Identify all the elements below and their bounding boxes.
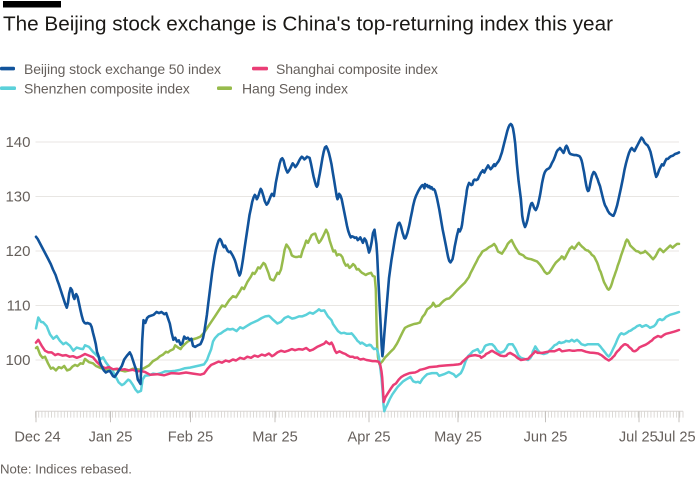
svg-text:Feb 25: Feb 25	[168, 430, 213, 446]
svg-text:Dec 24: Dec 24	[14, 430, 60, 446]
svg-text:Shanghai composite index: Shanghai composite index	[276, 61, 438, 77]
svg-text:Jul 25: Jul 25	[657, 430, 696, 446]
svg-text:Jun 25: Jun 25	[524, 430, 568, 446]
svg-text:120: 120	[5, 243, 30, 260]
svg-text:110: 110	[7, 298, 31, 315]
svg-text:Note: Indices rebased.: Note: Indices rebased.	[0, 462, 132, 477]
svg-text:140: 140	[5, 134, 30, 151]
svg-text:Jan 25: Jan 25	[89, 430, 133, 446]
svg-text:The Beijing stock exchange is: The Beijing stock exchange is China's to…	[3, 13, 613, 36]
svg-text:May 25: May 25	[434, 430, 482, 446]
svg-text:130: 130	[5, 189, 30, 206]
svg-text:Shenzhen composite index: Shenzhen composite index	[24, 81, 190, 97]
svg-text:100: 100	[5, 352, 30, 369]
svg-text:Beijing stock exchange 50 inde: Beijing stock exchange 50 index	[24, 61, 221, 77]
svg-text:Jul 25: Jul 25	[619, 430, 658, 446]
svg-text:Apr 25: Apr 25	[348, 430, 391, 446]
svg-text:Hang Seng index: Hang Seng index	[242, 81, 348, 97]
svg-text:Mar 25: Mar 25	[252, 430, 297, 446]
